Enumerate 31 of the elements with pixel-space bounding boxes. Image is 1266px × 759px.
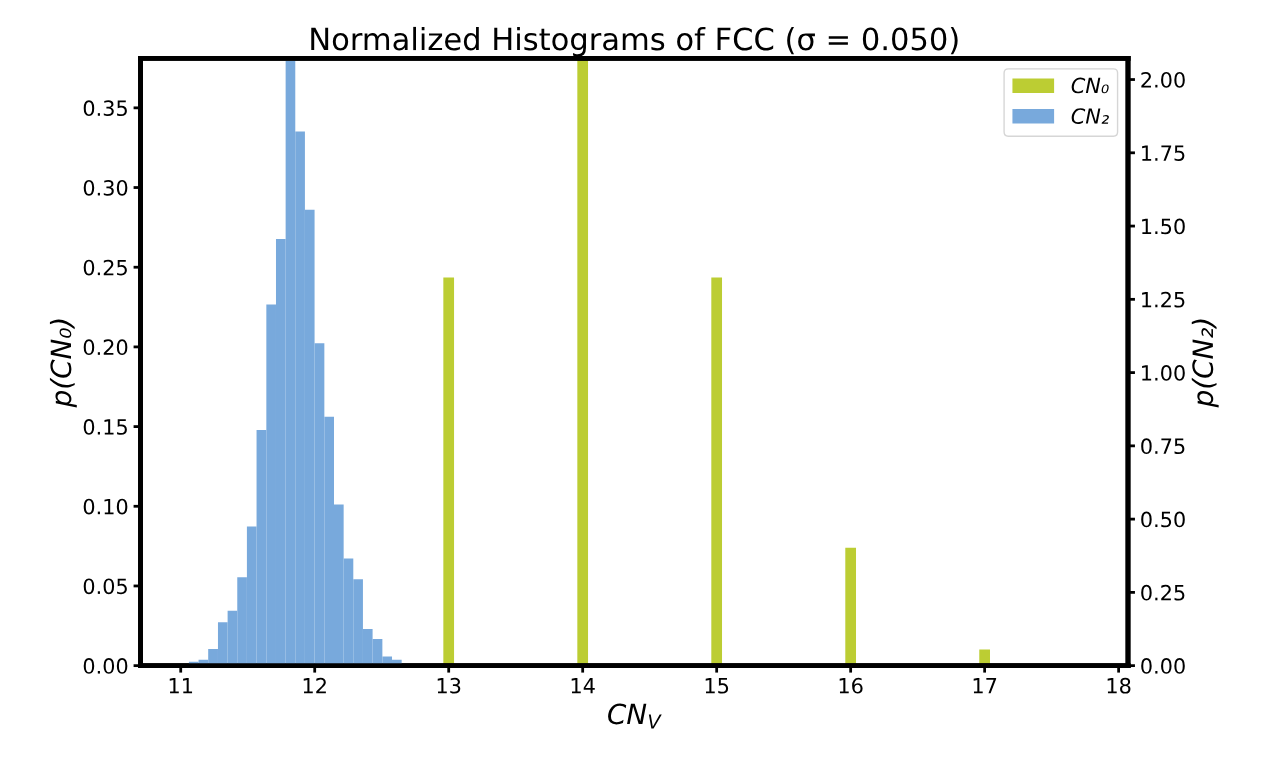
x-tick-label: 15: [705, 678, 729, 694]
y-tick-label: 0.25: [83, 259, 127, 276]
y2-tick-label: 0.00: [1141, 658, 1185, 674]
y2-tick-label: 2.00: [1141, 72, 1185, 88]
x-tick-label: 12: [303, 677, 326, 694]
x-tick-label: 17: [973, 678, 997, 694]
x-tick-label: 16: [839, 677, 863, 694]
chart-title: Normalized Histograms of FCC (σ = 0.050): [311, 26, 958, 57]
legend-label: CN₀: [1071, 77, 1109, 94]
x-axis-title: CN$_{V}$: [608, 703, 662, 729]
x-tick-label: 13: [437, 677, 461, 694]
y2-tick-label: 1.25: [1142, 291, 1185, 308]
y2-tick-label: 0.75: [1141, 438, 1185, 455]
y2-tick-label: 1.75: [1142, 145, 1185, 162]
y-tick-label: 0.35: [83, 100, 127, 117]
y-tick-label: 0.15: [83, 419, 127, 435]
legend-label: CN₂: [1071, 108, 1109, 124]
x-tick-label: 18: [1107, 677, 1131, 694]
y-tick-label: 0.10: [83, 498, 128, 515]
y-tick-label: 0.00: [83, 658, 128, 674]
y-tick-label: 0.05: [83, 578, 127, 595]
y-axis-title: p(CN₀): [49, 319, 77, 408]
y-tick-label: 0.30: [83, 179, 128, 196]
y-tick-label: 0.20: [83, 339, 128, 356]
y2-tick-label: 0.50: [1141, 511, 1185, 528]
y2-axis-title: p(CN₂): [1191, 319, 1219, 408]
y2-tick-label: 0.25: [1141, 584, 1185, 601]
y2-tick-label: 1.00: [1142, 365, 1185, 381]
y2-tick-label: 1.50: [1142, 218, 1185, 235]
x-tick-label: 14: [571, 678, 595, 694]
x-tick-label: 11: [169, 678, 193, 694]
